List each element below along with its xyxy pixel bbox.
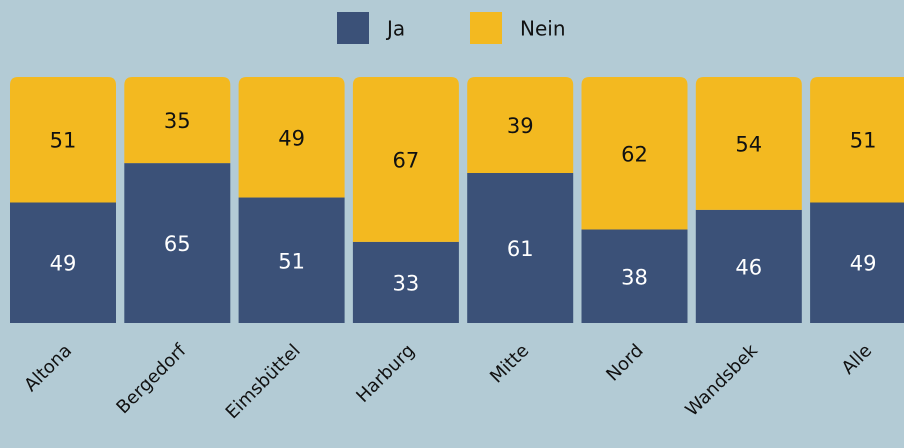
data-label: 51 xyxy=(278,249,305,273)
bar-segment xyxy=(695,77,802,210)
bar-segment xyxy=(124,77,231,164)
x-tick-label: Alle xyxy=(838,340,876,378)
x-tick-label: Wandsbek xyxy=(681,340,762,421)
data-label: 62 xyxy=(621,142,648,166)
bar-segment xyxy=(352,241,459,323)
x-tick-label: Harburg xyxy=(352,340,419,407)
data-label: 65 xyxy=(164,232,191,256)
data-label: 33 xyxy=(393,271,420,295)
data-label: 61 xyxy=(507,237,534,261)
data-label: 49 xyxy=(850,252,877,276)
data-label: 51 xyxy=(850,129,877,153)
x-tick-label: Altona xyxy=(20,340,76,396)
x-tick-label: Bergedorf xyxy=(112,340,190,418)
x-tick-label: Eimsbüttel xyxy=(222,340,305,423)
data-label: 51 xyxy=(50,129,77,153)
bar-segment xyxy=(238,197,345,323)
bar-segment xyxy=(467,77,574,173)
data-label: 49 xyxy=(50,252,77,276)
data-label: 49 xyxy=(278,126,305,150)
data-label: 46 xyxy=(735,255,762,279)
bar-segment xyxy=(238,77,345,198)
bar-segment xyxy=(10,77,116,203)
x-tick-label: Nord xyxy=(602,340,647,385)
bar-segment xyxy=(810,77,904,203)
x-tick-label: Mitte xyxy=(486,340,533,387)
legend-label: Nein xyxy=(520,17,566,41)
data-label: 67 xyxy=(393,148,420,172)
data-label: 39 xyxy=(507,114,534,138)
bar-segment xyxy=(581,77,688,230)
bar-segment xyxy=(352,77,459,242)
bar-segment xyxy=(124,163,231,323)
data-label: 54 xyxy=(735,132,762,156)
data-label: 35 xyxy=(164,109,191,133)
bar-segment xyxy=(467,172,574,323)
data-label: 38 xyxy=(621,265,648,289)
bar-segment xyxy=(695,209,802,323)
bar-segment xyxy=(581,229,688,323)
bar-segment xyxy=(810,202,904,323)
bar-segment xyxy=(10,202,116,323)
legend-label: Ja xyxy=(385,17,405,41)
legend-swatch xyxy=(337,12,369,44)
legend-swatch xyxy=(470,12,502,44)
